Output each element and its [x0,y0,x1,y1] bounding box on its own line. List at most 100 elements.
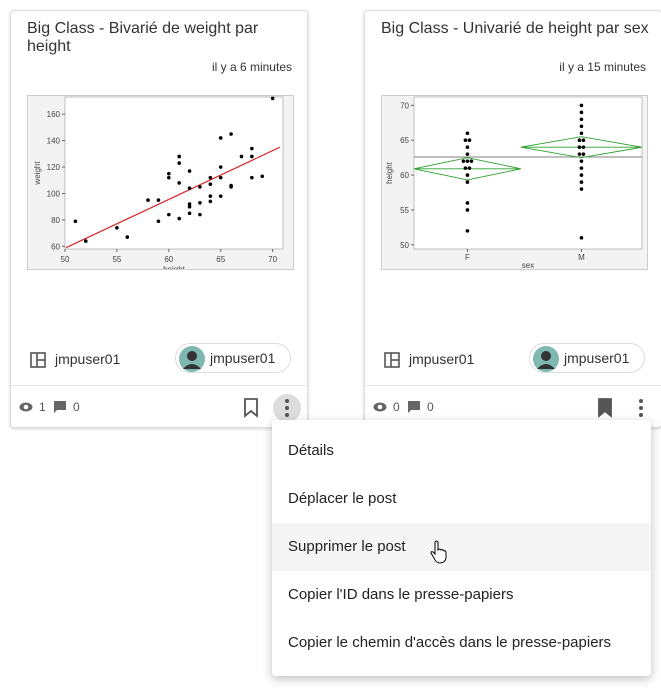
comments-icon [408,401,420,413]
owner-chip[interactable]: jmpuser01 [529,343,645,373]
y-tick-label: 100 [47,189,61,198]
point [577,145,582,150]
menu-item[interactable]: Supprimer le post [272,523,651,571]
avatar [179,346,205,372]
views-count: 0 [393,400,400,414]
cursor [430,540,447,564]
owner-name: jmpuser01 [210,350,276,366]
y-tick-label: 65 [400,136,409,145]
point [115,226,119,230]
point [579,180,584,184]
point [177,181,181,185]
x-tick-label: F [465,253,470,262]
plot-area [413,96,643,250]
point [465,229,470,233]
point [465,152,470,156]
point [577,138,582,143]
thumbnail: 60 80 100 120 140 160 50 55 60 65 70 weight height [27,95,294,270]
card-footer: 1 0 [11,385,307,430]
point [187,186,192,190]
x-tick-label: 65 [216,255,225,264]
point [156,198,161,202]
point [465,173,470,177]
point [167,212,171,217]
post-card[interactable]: Big Class - Bivarié de weight par height… [10,10,308,428]
point [463,138,468,143]
point [239,154,244,159]
point [218,194,223,198]
y-tick-label: 140 [47,137,61,146]
views-icon [19,402,33,412]
point [146,198,150,202]
y-tick-label: 60 [400,171,409,180]
point [198,185,202,189]
bookmark-button[interactable] [597,398,613,418]
point [461,159,466,163]
point [577,152,582,156]
point [250,154,254,159]
means-diamond [413,157,521,181]
point [465,180,470,184]
y-tick-label: 70 [400,101,409,110]
point [73,219,78,224]
point [187,202,192,206]
point [465,145,470,150]
point [218,136,223,140]
menu-item[interactable]: Déplacer le post [288,490,397,507]
point [579,159,584,163]
views-icon [373,402,387,412]
avatar [533,346,559,372]
point [581,145,586,150]
point [177,154,181,159]
point [187,204,192,209]
point [581,152,586,156]
point [463,166,468,170]
menu-item[interactable]: Copier l'ID dans le presse-papiers [288,586,514,603]
x-axis-label: height [163,265,186,269]
x-tick-label: 50 [61,255,70,264]
y-tick-label: 55 [400,206,409,215]
point [579,131,584,136]
comments-count: 0 [427,400,434,414]
point [156,219,161,224]
point [187,169,192,173]
layout-icon [30,352,46,368]
point [177,216,181,221]
point [465,131,470,136]
card-title: Big Class - Bivarié de weight par height [27,20,259,55]
point [208,199,213,204]
more-button[interactable] [272,393,302,423]
menu-item[interactable]: Détails [288,442,334,459]
point [218,175,223,180]
fit-line [65,146,281,249]
bookmark-button[interactable] [243,398,259,418]
card-footer: 0 0 [365,385,661,430]
menu-item[interactable]: Copier le chemin d'accès dans le presse-… [288,634,612,651]
post-card[interactable]: Big Class - Univarié de height par sex i… [364,10,661,428]
point [465,159,470,163]
context-menu: Détails Déplacer le post Supprimer le po… [272,420,651,676]
point [270,96,275,101]
more-button[interactable] [626,393,656,423]
means-diamond [520,136,643,159]
point [218,165,223,169]
point [125,235,130,239]
point [579,236,584,240]
point [167,171,171,176]
author: jmpuser01 [409,351,475,367]
x-tick-label: 60 [164,255,173,264]
thumbnail: 50 55 60 65 70 height sex F M [381,95,648,270]
point [579,124,584,129]
owner-name: jmpuser01 [564,350,630,366]
owner-chip[interactable]: jmpuser01 [175,343,291,373]
y-axis-label: weight [33,161,42,186]
point [465,201,470,205]
y-tick-label: 160 [47,110,61,119]
point [579,166,584,170]
point [208,194,213,198]
point [198,212,202,217]
point [579,103,584,108]
y-tick-label: 60 [51,242,60,251]
point [250,146,254,151]
